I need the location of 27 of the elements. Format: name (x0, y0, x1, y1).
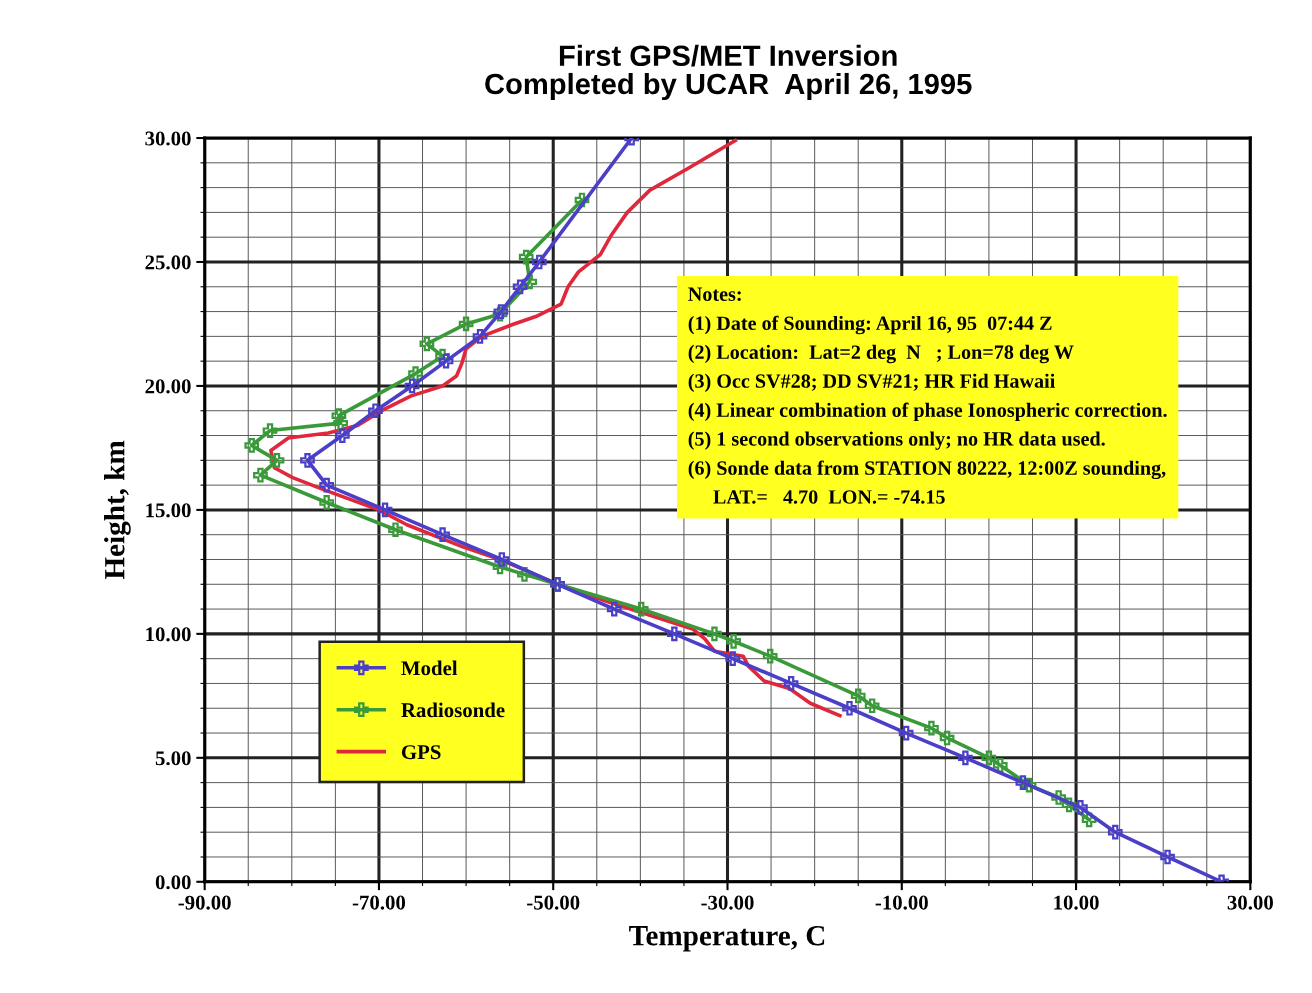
legend-label: Model (401, 660, 458, 676)
y-tick-label: 0.00 (155, 875, 191, 890)
y-tick-label: 20.00 (145, 379, 191, 394)
legend-label: GPS (401, 745, 441, 760)
chart-title: First GPS/MET Inversion Completed by UCAR April 26, 1995 (485, 44, 972, 101)
x-tick-label: 10.00 (1054, 895, 1099, 910)
y-tick-label: 15.00 (146, 503, 191, 518)
annotation: (4) Linear combination of phase Ionospheric correction. (688, 402, 1167, 422)
annotation: Notes: (688, 287, 741, 302)
x-tick-label: 30.00 (1227, 895, 1273, 910)
annotation: (3) Occ SV#28; DD SV#21; HR Fid Hawaii (688, 373, 1055, 392)
y-axis-title: Height, km (104, 440, 131, 580)
y-tick-label: 10.00 (146, 627, 191, 642)
legend-label: Radiosonde (401, 702, 505, 718)
x-tick-label: -10.00 (875, 895, 928, 910)
x-axis-title: Temperature, C (629, 925, 825, 952)
x-tick-label: -70.00 (352, 895, 406, 910)
annotation: (2) Location: Lat=2 deg N ; Lon=78 deg W (688, 344, 1074, 364)
y-tick-label: 5.00 (155, 751, 191, 766)
y-tick-label: 25.00 (145, 255, 191, 270)
annotation: (5) 1 second observations only; no HR data used. (688, 431, 1105, 450)
x-tick-label: -30.00 (701, 895, 754, 910)
x-tick-label: -90.00 (178, 895, 231, 910)
y-tick-label: 30.00 (145, 131, 191, 146)
annotation: (6) Sonde data from STATION 80222, 12:00Z sounding, LAT.= 4.70 LON.= -74.15 (688, 460, 1166, 504)
x-tick-label: -50.00 (527, 895, 580, 910)
annotation: (1) Date of Sounding: April 16, 95 07:44 Z (688, 315, 1052, 335)
